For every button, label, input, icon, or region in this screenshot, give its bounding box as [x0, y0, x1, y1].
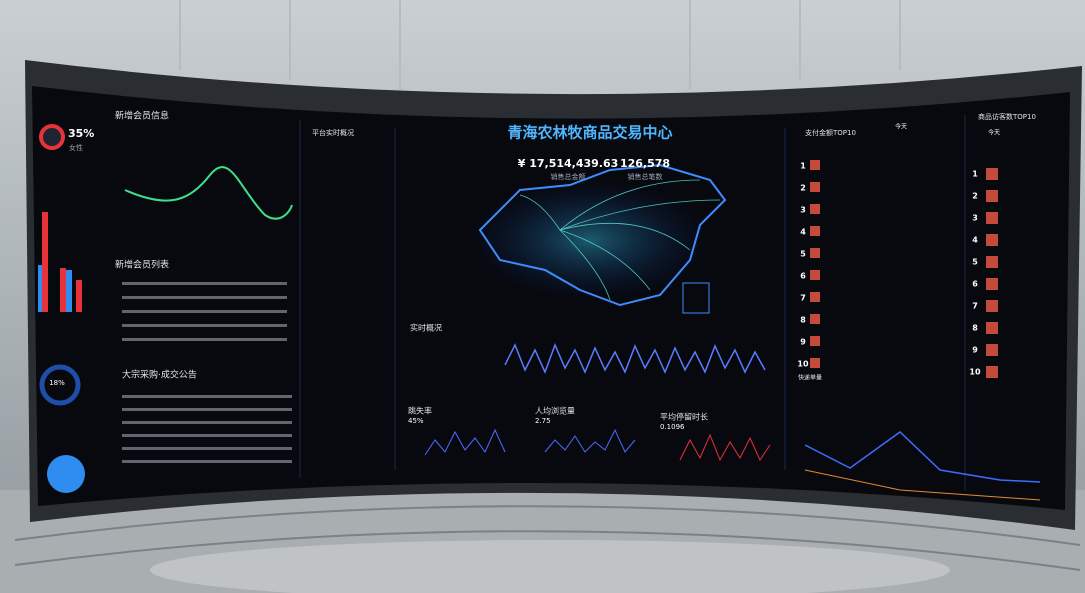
map-inset — [682, 282, 710, 314]
railing — [14, 505, 1081, 571]
section-title: 新增会员列表 — [115, 259, 169, 271]
kpi-label: 跳失率 — [408, 406, 432, 416]
rank: 8 — [972, 324, 978, 333]
section-title: 实时概况 — [410, 323, 442, 333]
left-bars-blue — [38, 265, 72, 312]
sales-amount: ¥ 17,514,439.63 — [518, 157, 619, 170]
rank: 7 — [972, 302, 978, 311]
floor-light — [150, 540, 950, 593]
section-title: 大宗采购·成交公告 — [122, 369, 197, 381]
rank: 9 — [972, 346, 978, 355]
tab: 今天 — [988, 129, 1000, 137]
product-thumbs — [810, 160, 998, 378]
express-line — [804, 431, 1041, 483]
rank: 2 — [800, 184, 806, 193]
rank: 10 — [797, 360, 809, 369]
section-title: 新增会员信息 — [115, 110, 169, 122]
section-title: 商品访客数TOP10 — [978, 112, 1036, 121]
rank: 1 — [972, 170, 978, 179]
pie — [47, 455, 85, 493]
map-glow — [470, 180, 710, 300]
rank: 4 — [972, 236, 978, 245]
section-title: 支付金额TOP10 — [805, 128, 856, 137]
section-title: 平台实时概况 — [312, 128, 354, 137]
express-line-2 — [804, 469, 1041, 501]
kpi-value: 45% — [408, 417, 424, 425]
donut — [39, 364, 81, 406]
tab: 今天 — [895, 123, 907, 131]
section-title: 快递单量 — [798, 374, 822, 382]
rank: 4 — [800, 228, 806, 237]
rank: 1 — [800, 162, 806, 171]
bounce-wave — [424, 428, 506, 456]
china-map — [478, 163, 727, 307]
kpi-label: 人均浏览量 — [535, 406, 575, 416]
rank: 5 — [972, 258, 978, 267]
rank: 6 — [972, 280, 978, 289]
gender-ring — [39, 124, 65, 150]
notice-rows — [122, 282, 292, 463]
rank: 8 — [800, 316, 806, 325]
rank: 6 — [800, 272, 806, 281]
female-pct: 35% — [68, 127, 94, 140]
sales-count-label: 销售总笔数 — [628, 172, 663, 181]
kpi-value: 2.75 — [535, 417, 551, 425]
title: 青海农林牧商品交易中心 — [507, 124, 672, 142]
rank: 3 — [800, 206, 806, 215]
panel-dividers — [299, 115, 966, 490]
kpi-value: 0.1096 — [660, 423, 685, 431]
rank: 10 — [969, 368, 981, 377]
left-bars — [42, 212, 82, 312]
rank: 3 — [972, 214, 978, 223]
flight-lines — [519, 179, 721, 301]
female-label: 女性 — [69, 143, 83, 152]
pv-wave — [544, 428, 636, 453]
windows — [179, 0, 901, 90]
rank: 7 — [800, 294, 806, 303]
realtime-wave — [504, 342, 766, 374]
sales-count: 126,578 — [620, 157, 670, 170]
rank: 2 — [972, 192, 978, 201]
member-curve — [124, 166, 293, 220]
rank: 9 — [800, 338, 806, 347]
sales-amount-label: 销售总金额 — [551, 172, 586, 181]
kpi-label: 平均停留时长 — [660, 412, 708, 422]
stay-wave — [679, 433, 771, 462]
rank: 5 — [800, 250, 806, 259]
donut-pct: 18% — [49, 379, 65, 387]
